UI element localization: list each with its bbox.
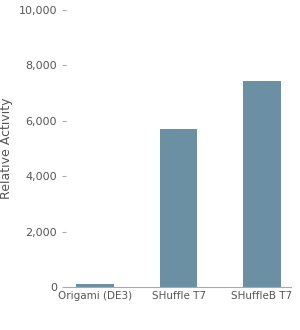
Bar [160,129,197,287]
Bar [76,284,114,287]
Bar [243,81,281,287]
Y-axis label: Relative Activity: Relative Activity [0,98,13,199]
